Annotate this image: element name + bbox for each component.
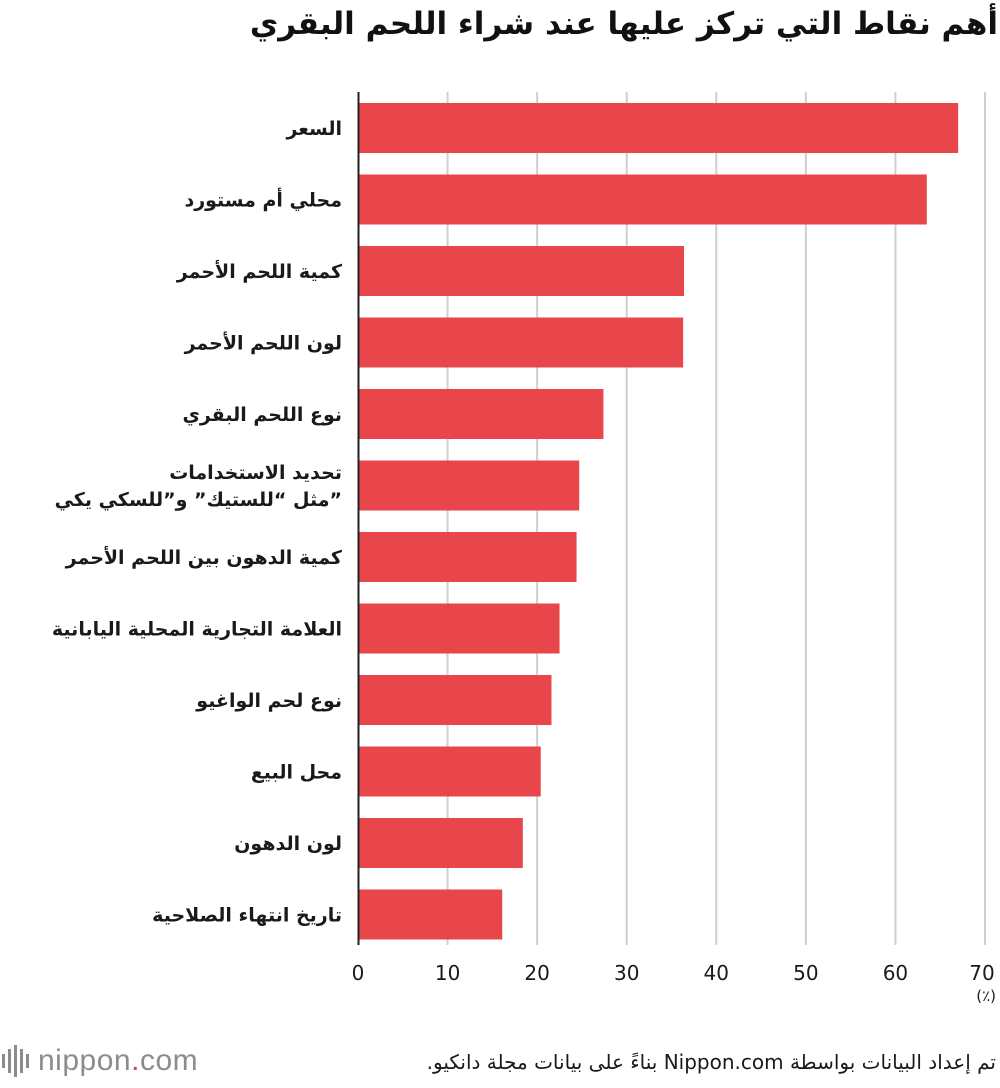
nippon-logo[interactable]: nippon.com — [0, 1044, 198, 1078]
tick-label: 30 — [614, 961, 639, 985]
footer: nippon.com تم إعداد البيانات بواسطة Nipp… — [0, 1040, 1000, 1088]
category-label: محلي أم مستورد — [184, 188, 342, 212]
gridlines — [446, 92, 986, 945]
bar — [359, 103, 959, 153]
tick-label: 10 — [435, 961, 460, 985]
bar — [359, 532, 577, 582]
bar — [359, 389, 604, 439]
logo-dot: . — [131, 1044, 140, 1077]
source-note: تم إعداد البيانات بواسطة Nippon.com بناء… — [426, 1050, 996, 1074]
bar — [359, 317, 684, 368]
nippon-waveform-icon — [2, 1045, 29, 1077]
bar — [359, 174, 927, 225]
logo-name: nippon — [38, 1044, 132, 1077]
tick-label: 40 — [704, 961, 729, 985]
bar — [359, 603, 560, 654]
category-label: كمية الدهون بين اللحم الأحمر — [65, 546, 343, 569]
category-label: نوع لحم الواغيو — [195, 690, 342, 712]
bar — [359, 675, 552, 725]
chart-title: أهم نقاط التي تركز عليها عند شراء اللحم … — [249, 6, 998, 42]
category-label: لون اللحم الأحمر — [184, 332, 342, 355]
bar — [359, 246, 685, 296]
logo-suffix: com — [139, 1044, 199, 1077]
category-label: مثل “للستيك” و”للسكي يكي” — [55, 489, 342, 511]
logo-text: nippon.com — [38, 1044, 198, 1078]
category-label: كمية اللحم الأحمر — [176, 260, 343, 283]
category-label: لون الدهون — [234, 833, 342, 855]
category-label: نوع اللحم البقري — [182, 404, 342, 427]
tick-label: 60 — [883, 961, 908, 985]
tick-label: 70 — [969, 961, 994, 985]
tick-label: 0 — [352, 961, 365, 985]
category-label: العلامة التجارية المحلية اليابانية — [52, 619, 342, 641]
category-label: محل البيع — [251, 762, 342, 784]
bar — [359, 746, 541, 797]
unit-label: (٪) — [976, 987, 996, 1005]
bar — [359, 460, 580, 511]
category-label: تحديد الاستخدامات — [169, 462, 342, 484]
bar — [359, 818, 523, 868]
tick-labels: 0 10 20 30 40 50 60 70 — [352, 961, 995, 985]
category-label: السعر — [285, 118, 342, 140]
bar-chart: السعر محلي أم مستورد كمية اللحم الأحمر لون … — [52, 92, 995, 985]
bars — [359, 103, 959, 940]
category-labels: السعر محلي أم مستورد كمية اللحم الأحمر لون … — [52, 118, 343, 927]
bar — [359, 889, 503, 940]
tick-label: 20 — [524, 961, 549, 985]
tick-label: 50 — [793, 961, 818, 985]
category-label: تاريخ انتهاء الصلاحية — [152, 905, 342, 927]
